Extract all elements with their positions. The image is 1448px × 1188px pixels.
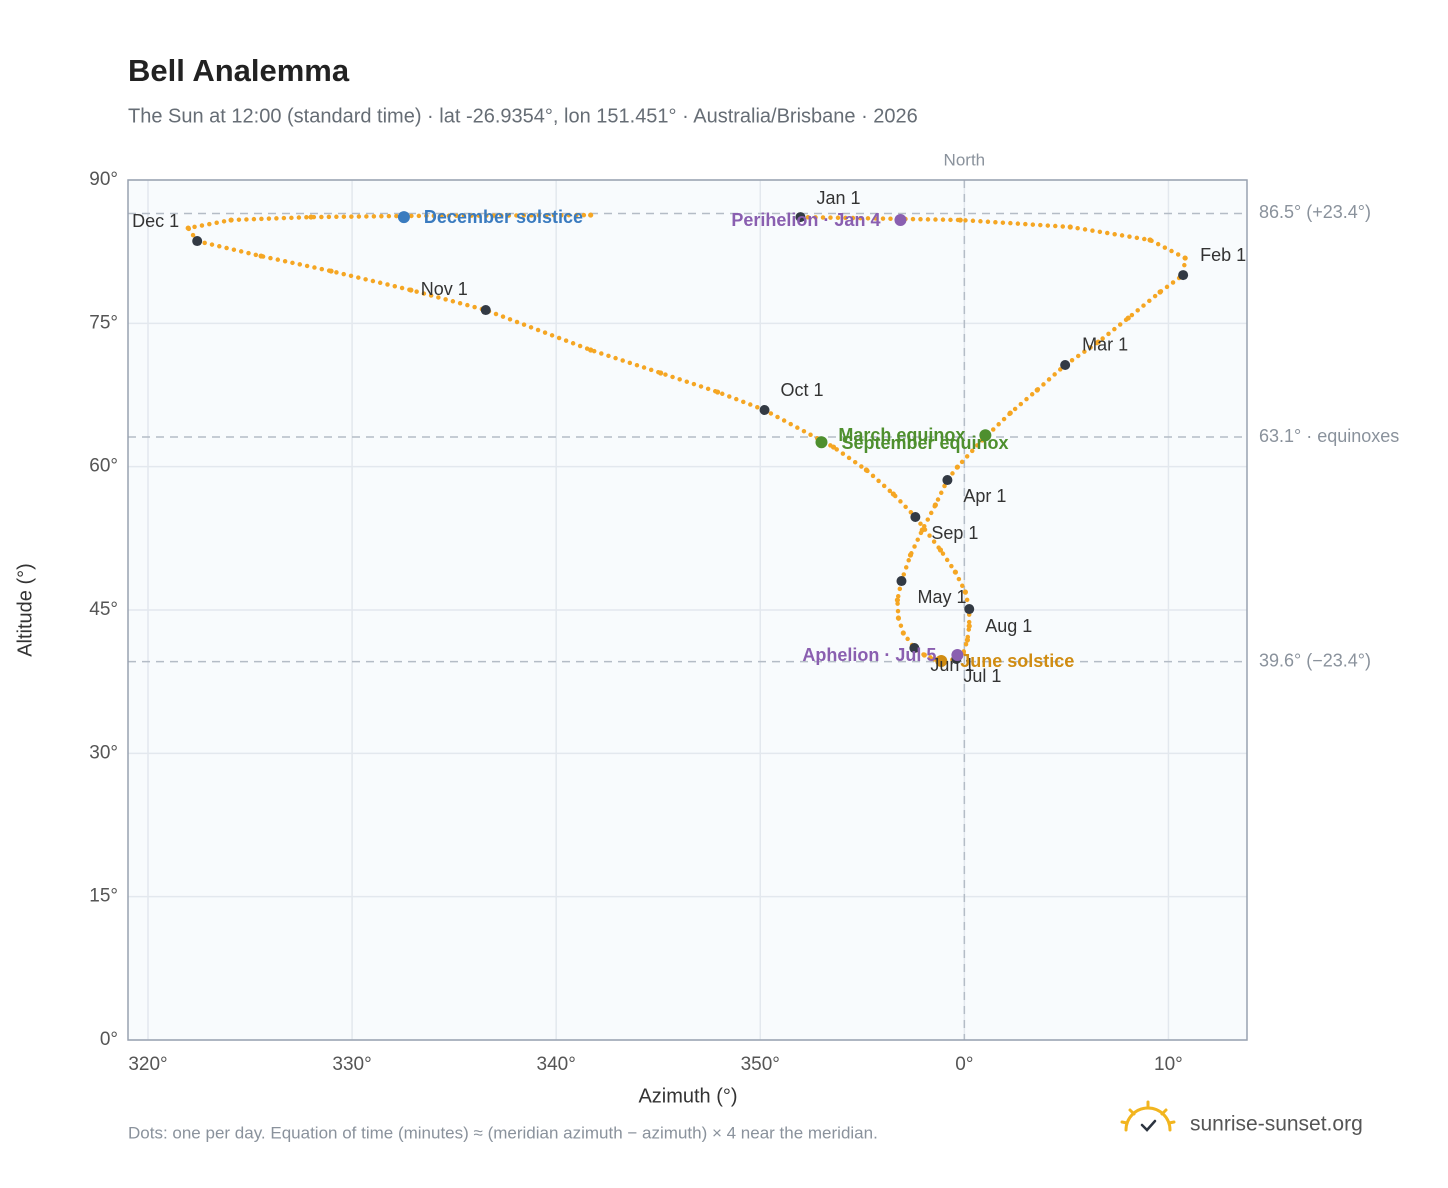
- x-tick-label: 330°: [332, 1054, 371, 1075]
- day-dot: [658, 370, 664, 376]
- event-label: Aphelion · Jul 5: [802, 645, 936, 665]
- reference-label: 86.5° (+23.4°): [1259, 202, 1371, 222]
- day-dot: [588, 212, 594, 218]
- month-label: Nov 1: [421, 279, 468, 299]
- month-marker: [910, 512, 921, 523]
- day-dot: [228, 217, 234, 223]
- day-dot: [919, 527, 925, 533]
- y-tick-label: 15°: [89, 886, 118, 907]
- day-dot: [1147, 237, 1153, 243]
- event-marker: [951, 649, 964, 662]
- day-dot: [952, 569, 958, 575]
- y-axis-label: Altitude (°): [14, 563, 36, 657]
- event-label: December solstice: [424, 207, 583, 227]
- grid: [128, 179, 1247, 1041]
- month-label: Feb 1: [1200, 245, 1246, 265]
- day-dot: [863, 467, 869, 473]
- day-dot: [900, 630, 906, 636]
- month-marker: [759, 405, 770, 416]
- y-tick-label: 45°: [89, 599, 118, 620]
- day-dot: [962, 589, 968, 595]
- month-label: Mar 1: [1082, 335, 1128, 355]
- y-tick-label: 75°: [89, 312, 118, 333]
- month-marker: [795, 212, 806, 223]
- x-tick-label: 0°: [955, 1054, 973, 1075]
- day-dot: [308, 214, 314, 220]
- month-marker: [909, 643, 920, 654]
- day-dot: [1157, 289, 1163, 295]
- month-label: Sep 1: [931, 523, 978, 543]
- reference-label: 39.6° (−23.4°): [1259, 650, 1371, 670]
- month-label: Apr 1: [963, 486, 1006, 506]
- chart-subtitle: The Sun at 12:00 (standard time) · lat -…: [128, 105, 918, 127]
- day-dot: [964, 637, 971, 643]
- month-marker: [1178, 270, 1189, 281]
- day-dot: [954, 464, 961, 470]
- month-label: Oct 1: [781, 380, 824, 400]
- x-tick-label: 340°: [537, 1054, 576, 1075]
- source: sunrise-sunset.org: [1190, 1113, 1363, 1136]
- day-dot: [715, 389, 721, 395]
- month-label: Aug 1: [985, 616, 1032, 636]
- event-marker: [815, 436, 828, 449]
- day-dot: [588, 347, 594, 353]
- day-dot: [1034, 387, 1040, 393]
- day-dot: [1182, 255, 1188, 261]
- month-marker: [480, 305, 491, 316]
- day-dot: [890, 491, 896, 497]
- y-tick-label: 60°: [89, 456, 118, 477]
- day-dot: [907, 552, 914, 558]
- day-dot: [258, 253, 264, 259]
- x-axis-label: Azimuth (°): [638, 1085, 737, 1107]
- day-dot: [1095, 339, 1101, 345]
- month-label: Jan 1: [816, 188, 860, 208]
- event-marker: [935, 655, 948, 668]
- day-dot: [921, 652, 927, 658]
- x-tick-label: 10°: [1154, 1054, 1183, 1075]
- reference-label: 63.1° · equinoxes: [1259, 426, 1399, 446]
- month-marker: [896, 576, 907, 587]
- day-dot: [408, 287, 414, 293]
- event-label: June solstice: [960, 651, 1074, 671]
- day-dot: [328, 268, 334, 274]
- month-marker: [942, 475, 953, 486]
- day-dot: [185, 225, 191, 231]
- month-label: May 1: [917, 587, 966, 607]
- month-marker: [1060, 359, 1071, 370]
- event-label: September equinox: [841, 433, 1008, 453]
- y-tick-label: 0°: [100, 1029, 118, 1050]
- footnote: Dots: one per day. Equation of time (min…: [128, 1123, 878, 1142]
- x-tick-label: 320°: [128, 1054, 167, 1075]
- month-label: Jul 1: [963, 666, 1001, 686]
- event-marker: [979, 429, 992, 442]
- month-label: Dec 1: [132, 211, 179, 231]
- day-dot: [1067, 224, 1073, 230]
- day-dot: [932, 502, 938, 508]
- event-label: Perihelion · Jan 4: [731, 210, 880, 230]
- logo: [1120, 1100, 1176, 1132]
- plot: [184, 211, 1189, 668]
- sun-path: [184, 212, 1188, 664]
- chart-title: Bell Analemma: [128, 53, 350, 88]
- y-tick-label: 30°: [89, 742, 118, 763]
- north-label: North: [944, 150, 986, 169]
- month-marker: [964, 604, 975, 615]
- day-dot: [830, 444, 837, 450]
- day-dot: [966, 623, 972, 629]
- event-label: March equinox: [838, 425, 965, 445]
- y-tick-label: 90°: [89, 169, 118, 190]
- event-marker: [894, 214, 907, 227]
- day-dot: [895, 615, 902, 621]
- day-dot: [1007, 410, 1013, 416]
- month-marker: [192, 236, 203, 247]
- x-tick-label: 350°: [741, 1054, 780, 1075]
- event-marker: [397, 211, 410, 224]
- day-dot: [894, 597, 901, 603]
- day-dot: [937, 547, 944, 553]
- day-dot: [1125, 315, 1131, 321]
- plot-frame: [127, 179, 1248, 1041]
- day-dot: [957, 217, 963, 223]
- month-label: Jun 1: [930, 655, 974, 675]
